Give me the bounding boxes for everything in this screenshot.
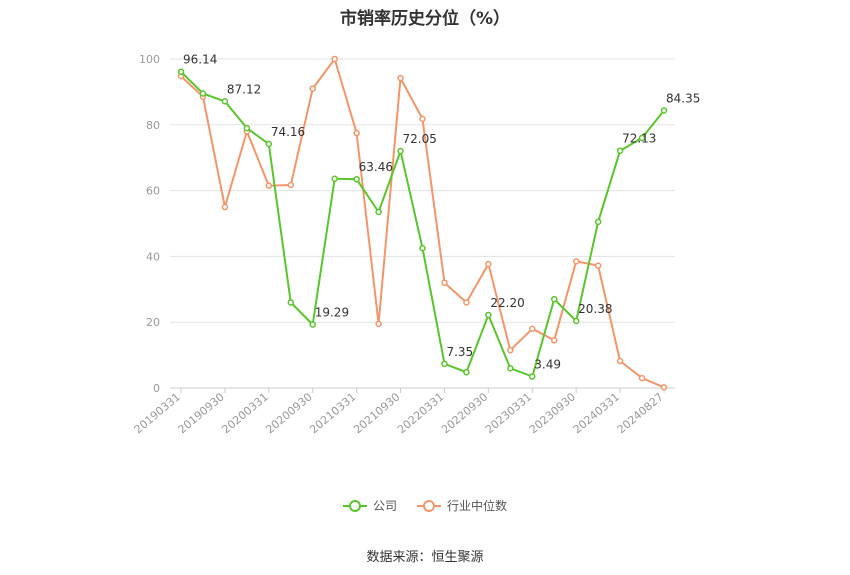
legend-item-company[interactable]: 公司	[342, 497, 397, 514]
x-tick-label: 20220930	[439, 390, 490, 436]
industry-median-point	[221, 203, 229, 211]
industry-median-point	[507, 346, 514, 354]
industry-median-point	[397, 74, 404, 82]
company-point	[485, 311, 492, 319]
series-lines	[177, 55, 668, 391]
grid-lines	[170, 58, 675, 323]
company-point	[199, 90, 207, 97]
industry-median-point	[529, 325, 536, 333]
legend-swatch-industry-median	[417, 499, 441, 513]
x-tick-label: 20230930	[527, 390, 578, 436]
industry-median-point	[550, 337, 558, 344]
series-line-industry-median	[180, 58, 665, 389]
data-source: 数据来源：恒生聚源	[366, 550, 484, 565]
line-chart: 0 20 40 60 80 100 2019033120190930202003312020…	[132, 53, 701, 437]
x-tick-label: 20190930	[176, 390, 227, 436]
y-tick-label: 80	[146, 119, 160, 132]
company-point	[616, 147, 624, 154]
company-point	[397, 147, 404, 155]
industry-median-point	[660, 384, 668, 391]
x-tick-label: 20190331	[132, 390, 183, 436]
y-tick-label: 60	[146, 185, 160, 198]
industry-median-point	[375, 320, 382, 328]
industry-median-point	[572, 258, 580, 265]
data-label: 72.05	[403, 132, 437, 146]
industry-median-point	[265, 182, 273, 189]
data-label: 72.13	[622, 132, 656, 146]
company-point	[660, 107, 668, 114]
x-tick-label: 20210930	[351, 390, 402, 436]
x-tick-label: 20240827	[615, 390, 666, 436]
y-tick-label: 20	[146, 316, 160, 329]
company-point	[419, 244, 426, 252]
chart-title: 市销率历史分位（%）	[339, 9, 511, 29]
x-tick-label: 20210331	[307, 390, 358, 436]
company-point	[594, 218, 602, 226]
x-tick-label: 20240331	[571, 390, 622, 436]
industry-median-point	[441, 279, 448, 286]
industry-median-point	[287, 181, 295, 189]
data-label: 87.12	[227, 82, 261, 96]
y-tick-label: 40	[146, 250, 160, 263]
data-label: 96.14	[183, 53, 217, 67]
company-point	[177, 68, 185, 75]
data-label: 22.20	[490, 296, 524, 310]
data-label: 7.35	[446, 345, 473, 359]
x-tick-label: 20200930	[263, 390, 314, 436]
industry-median-point	[419, 115, 426, 123]
legend-label-company: 公司	[372, 499, 397, 513]
y-tick-label: 0	[153, 382, 160, 395]
company-point	[375, 208, 382, 216]
company-point	[529, 373, 536, 380]
legend-item-industry-median[interactable]: 行业中位数	[417, 497, 507, 514]
company-point	[638, 134, 646, 142]
company-point	[441, 360, 448, 368]
company-point	[221, 98, 229, 105]
industry-median-point	[485, 260, 492, 268]
company-point	[463, 368, 470, 376]
company-point	[287, 299, 295, 306]
legend: 公司 行业中位数	[0, 497, 850, 514]
industry-median-point	[463, 299, 470, 306]
industry-median-point	[309, 85, 316, 92]
x-tick-label: 20200331	[219, 390, 270, 436]
industry-median-point	[594, 262, 602, 269]
company-point	[572, 317, 580, 325]
legend-swatch-company	[342, 499, 367, 513]
company-point	[265, 140, 273, 148]
data-label: 19.29	[315, 306, 349, 320]
data-label: 74.16	[271, 125, 305, 139]
company-point	[353, 175, 360, 183]
industry-median-point	[638, 374, 646, 382]
data-label: 20.38	[578, 302, 612, 316]
data-label: 63.46	[359, 160, 393, 174]
company-point	[331, 175, 338, 183]
legend-label-industry-median: 行业中位数	[447, 499, 508, 513]
x-tick-label: 20230331	[483, 390, 534, 436]
data-label: 3.49	[534, 358, 561, 372]
data-label: 84.35	[666, 91, 700, 105]
data-labels: 96.14 87.12 74.16 19.29 63.46 72.05 7.35 22.20 3…	[183, 53, 700, 372]
company-point	[550, 295, 558, 303]
company-point	[507, 365, 514, 372]
company-point	[309, 321, 316, 328]
x-tick-label: 20220331	[395, 390, 446, 436]
company-point	[243, 124, 251, 132]
industry-median-point	[331, 55, 338, 63]
industry-median-point	[616, 357, 624, 365]
industry-median-point	[353, 129, 360, 137]
y-tick-label: 100	[139, 53, 160, 66]
